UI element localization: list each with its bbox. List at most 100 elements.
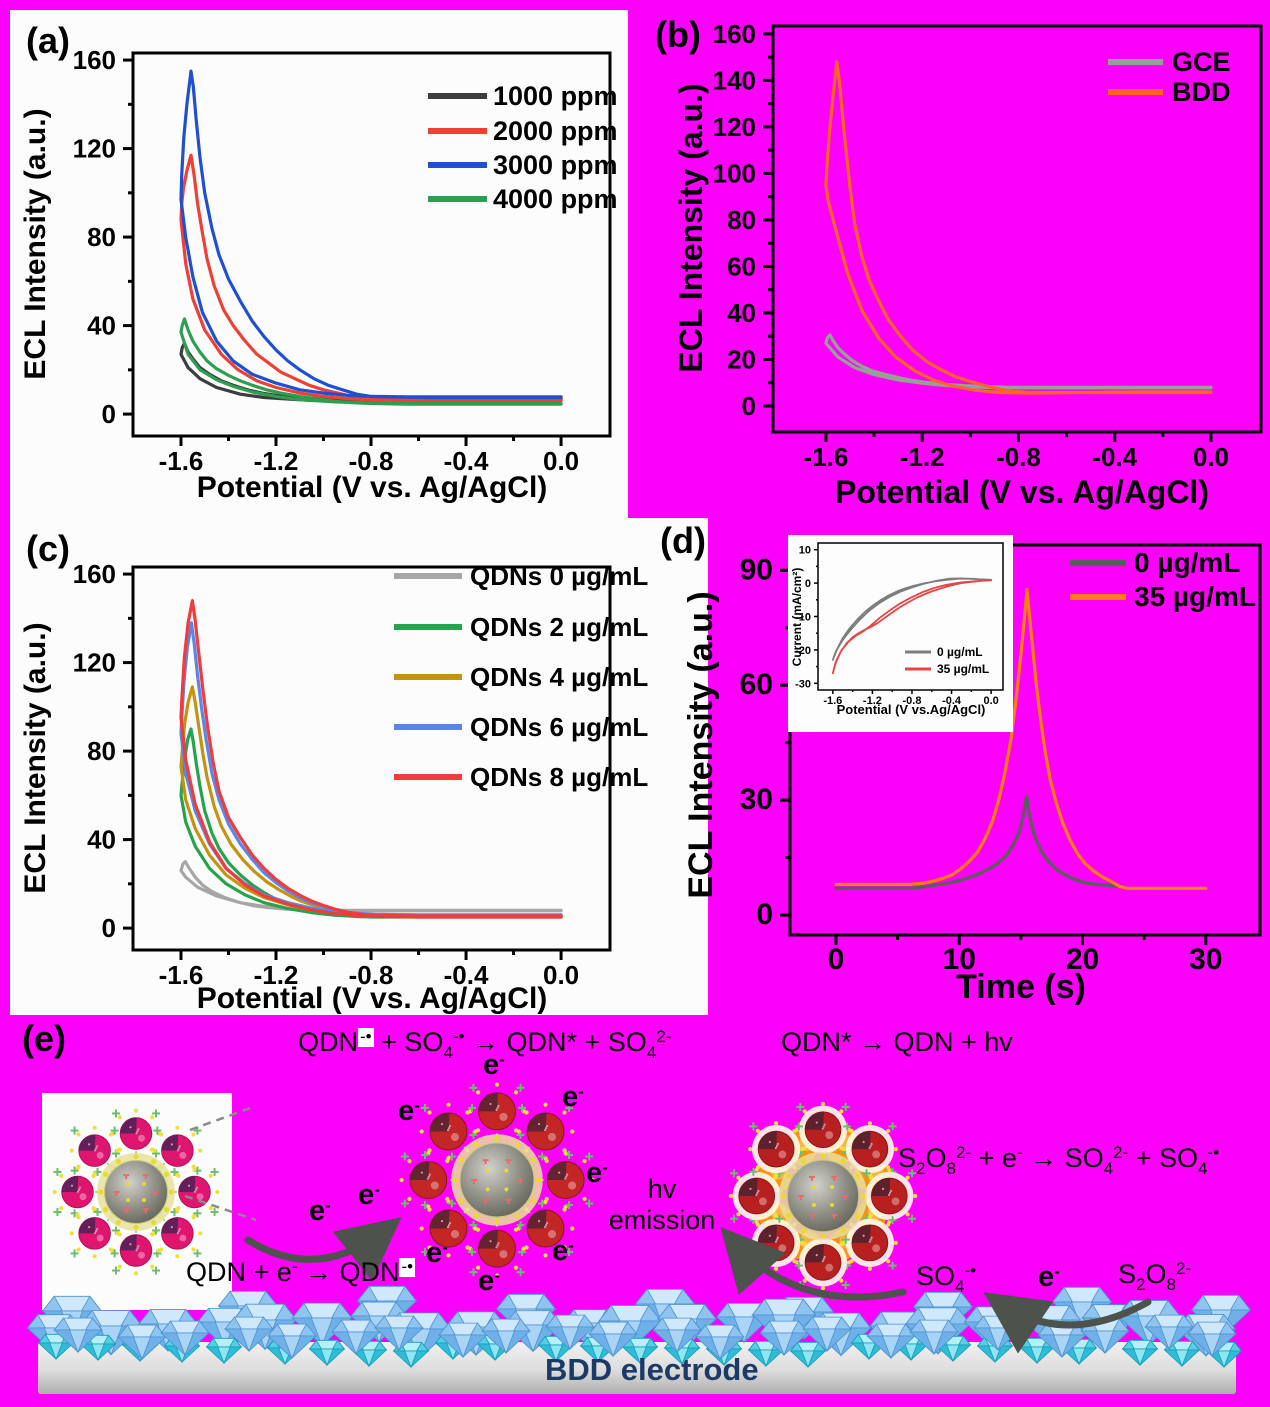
legend-label: QDNs 0 µg/mL	[470, 561, 648, 591]
x-tick-label: -1.2	[900, 442, 945, 472]
x-tick-label: -1.2	[254, 446, 299, 476]
legend-label: QDNs 8 µg/mL	[470, 762, 648, 792]
legend-label: 0 µg/mL	[1134, 547, 1240, 578]
bdd-electrode-label: BDD electrode	[545, 1352, 759, 1387]
x-tick-label: -1.6	[804, 442, 849, 472]
quantum-dot-satellite	[841, 1214, 898, 1271]
x-tick-label: -1.2	[863, 695, 882, 707]
x-tick-label: -0.4	[444, 960, 489, 990]
y-tick-label: 40	[87, 311, 116, 341]
series-35-g-ml	[834, 587, 1208, 890]
hv-emission-arrow	[720, 1226, 907, 1301]
electron-label-7: e-	[552, 1235, 574, 1267]
quantum-dot-satellite	[468, 1219, 526, 1278]
legend-label: QDNs 6 µg/mL	[470, 712, 648, 742]
quantum-dot-satellite	[69, 1125, 120, 1176]
x-tick-label: -1.6	[823, 695, 842, 707]
y-tick-label: 40	[87, 825, 116, 855]
electron-label-0: e-	[483, 1049, 505, 1081]
series-35-g-ml	[831, 579, 992, 675]
qdn-cluster-excited	[728, 1101, 918, 1291]
y-tick-label: 40	[727, 298, 756, 328]
diamond-icon	[224, 1316, 274, 1353]
x-tick-label: -0.4	[1092, 442, 1137, 472]
y-tick-label: 0	[756, 898, 773, 931]
y-axis-label: ECL Intensity (a.u.)	[19, 108, 52, 379]
quantum-dot-satellite	[728, 1168, 785, 1224]
legend-label: 0 µg/mL	[937, 645, 983, 659]
diamond-icon	[1080, 1318, 1130, 1355]
panel-c-background	[10, 518, 708, 1015]
y-tick-label: 80	[87, 736, 116, 766]
quantum-dot-satellite	[841, 1121, 898, 1178]
electron-label-4: e-	[586, 1157, 608, 1189]
legend-label: 4000 ppm	[493, 184, 618, 214]
x-tick-label: 10	[943, 943, 976, 976]
chart-a: -1.6 -1.2 -0.8 -0.4 0.0 0 40 80 120 160 Potential …	[19, 45, 618, 504]
y-tick-label: -20	[795, 645, 811, 657]
zoom-callout-line	[189, 1104, 257, 1132]
diamond-icon	[747, 1340, 785, 1368]
quantum-dot-satellite	[536, 1151, 595, 1209]
legend-label: GCE	[1172, 47, 1231, 77]
legend-label: 35 µg/mL	[937, 662, 989, 676]
chart-c: -1.6 -1.2 -0.8 -0.4 0.0 0 40 80 120 160 Potential …	[19, 559, 648, 1015]
y-tick-label: 30	[740, 783, 773, 816]
reaction-qdn-reduction: QDN + e- → QDN -•	[186, 1257, 416, 1287]
y-tick-label: 120	[713, 112, 756, 142]
diamond-icon	[588, 1321, 638, 1358]
legend-label: 2000 ppm	[493, 116, 618, 146]
diamond-icon	[374, 1315, 424, 1352]
electron-label-3: e-	[358, 1179, 380, 1211]
y-tick-label: 10	[799, 545, 811, 557]
y-axis-label: Current (mA/cm²)	[790, 568, 804, 667]
diamond-icon	[331, 1319, 381, 1356]
x-tick-label: 30	[1189, 943, 1222, 976]
panel-label-c: (c)	[26, 528, 70, 569]
series-bdd	[824, 60, 1213, 395]
panel-label-b: (b)	[655, 14, 701, 55]
legend-label: 1000 ppm	[493, 81, 618, 111]
core-sphere	[104, 1160, 168, 1224]
y-tick-label: 80	[727, 205, 756, 235]
quantum-dot-satellite	[516, 1102, 575, 1161]
persulfate-label: S2O82-	[1118, 1259, 1192, 1294]
series-1000-ppm	[179, 341, 563, 403]
y-tick-label: -10	[795, 612, 811, 624]
reaction-persulfate-reduction: S2O82- + e- → SO42- + SO4-•	[898, 1143, 1220, 1178]
diamond-icon	[481, 1318, 531, 1355]
quantum-dot-satellite	[419, 1102, 478, 1161]
series-3000-ppm	[179, 69, 563, 400]
y-tick-label: 120	[73, 134, 116, 164]
x-tick-label: -0.8	[902, 695, 921, 707]
hv-emission-label: hv emission	[597, 1174, 727, 1236]
chart-d: 0 10 20 30 0 30 60 90 Time (s) ECL Intensity (a.u…	[682, 543, 1262, 1006]
diamond-layer	[26, 1285, 1252, 1369]
x-tick-label: 20	[1066, 943, 1099, 976]
diamond-icon	[909, 1319, 959, 1356]
x-tick-label: -0.8	[349, 960, 394, 990]
electron-label-9: e-	[1038, 1261, 1060, 1293]
plot-frame	[788, 543, 1262, 937]
series-qdns-2-g-ml	[179, 727, 563, 919]
quantum-dot-satellite	[468, 1082, 526, 1141]
panel-label-a: (a)	[26, 20, 70, 61]
y-axis-label: ECL Intensity (a.u.)	[682, 591, 720, 898]
y-tick-label: 160	[73, 559, 116, 589]
series-qdns-8-g-ml	[179, 598, 563, 919]
diamond-icon	[759, 1320, 809, 1357]
x-tick-label: -0.8	[996, 442, 1041, 472]
sulfate-radical-label: SO4-•	[916, 1261, 977, 1296]
diamond-icon	[652, 1317, 702, 1354]
y-axis-label: ECL Intensity (a.u.)	[673, 83, 709, 372]
legend-label: QDNs 2 µg/mL	[470, 612, 648, 642]
y-tick-label: -30	[795, 678, 811, 690]
series-qdns-0-g-ml	[179, 860, 563, 913]
quantum-dot-satellite	[152, 1208, 203, 1259]
diamond-icon	[160, 1320, 210, 1357]
quantum-dot-satellite	[52, 1167, 103, 1217]
series-0-g-ml	[831, 577, 992, 661]
electron-label-5: e-	[426, 1237, 448, 1269]
electron-transfer-arrow	[244, 1217, 402, 1282]
